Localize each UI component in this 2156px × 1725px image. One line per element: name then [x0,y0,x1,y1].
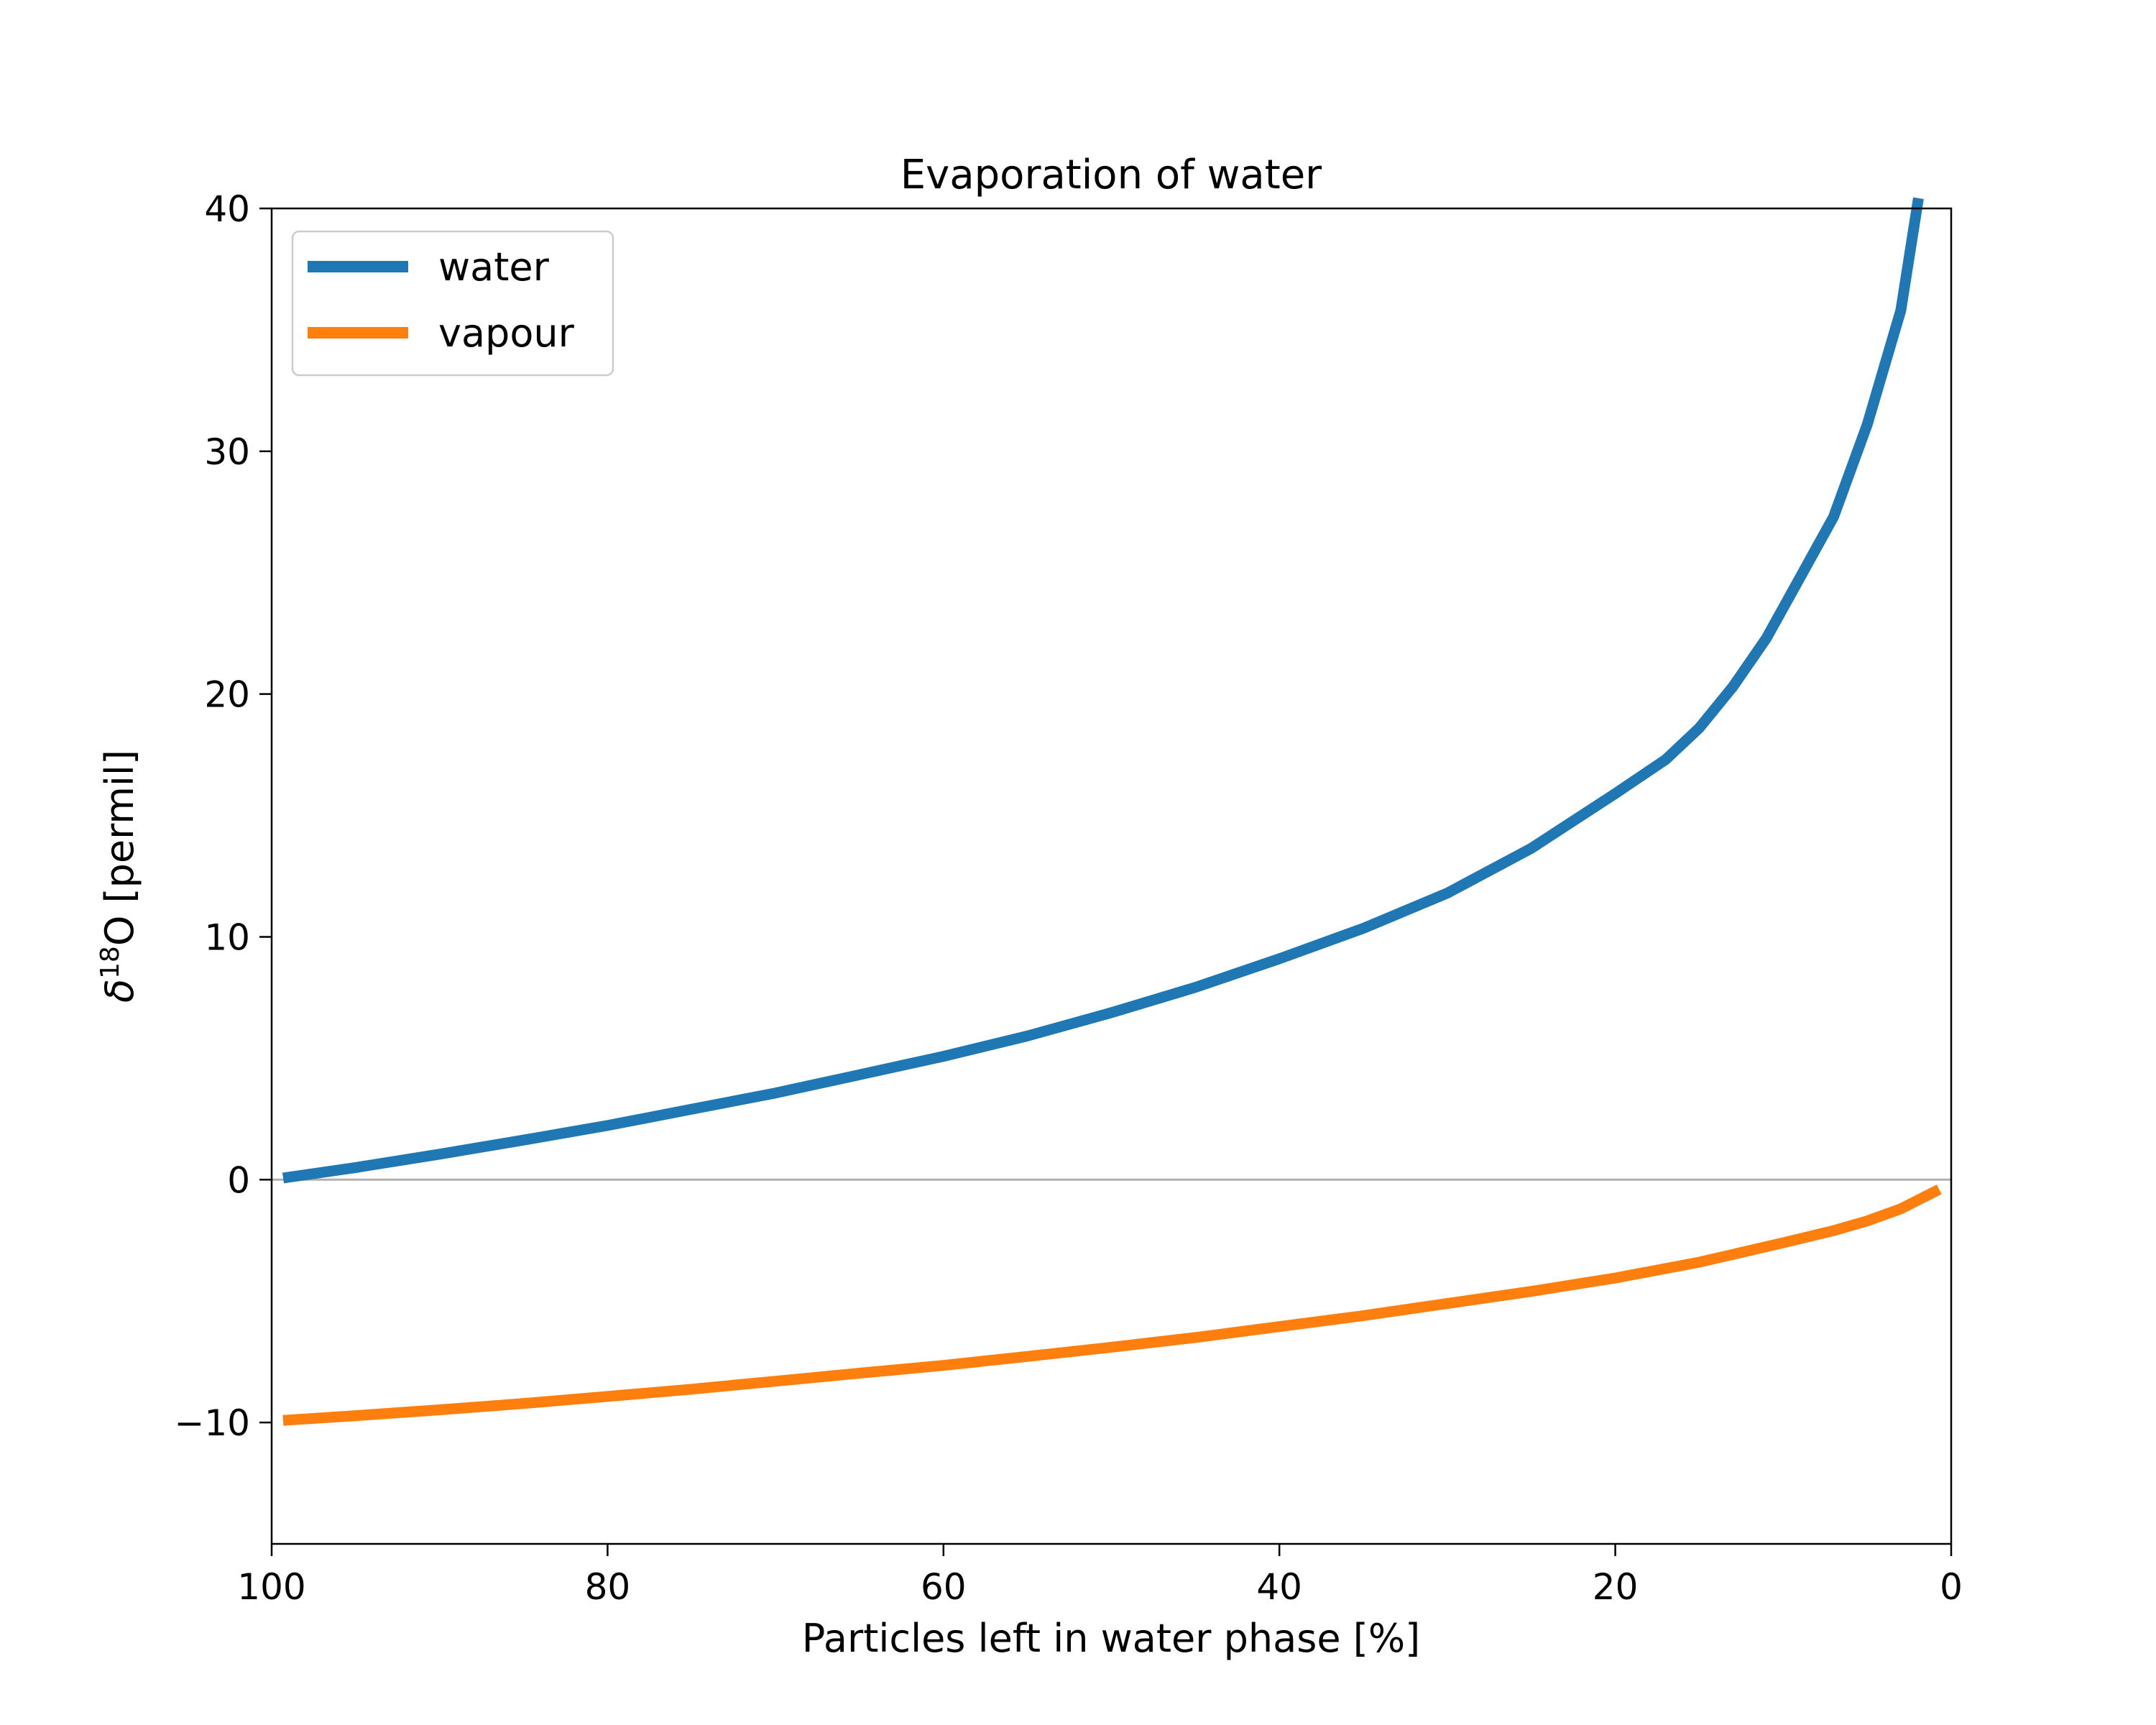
y-axis-label-superscript: 18 [96,946,125,979]
y-tick-label: −10 [174,1402,250,1444]
x-axis-label: Particles left in water phase [%] [802,1616,1420,1661]
plot-frame [270,207,1953,1545]
y-axis-label-delta: δ [97,979,142,1003]
y-tick-label: 0 [227,1159,250,1201]
y-tick-label: 10 [204,916,250,958]
x-tick-label: 20 [1593,1566,1639,1608]
y-axis: −10 0 10 20 30 40 [174,188,272,1444]
series-line-water [282,197,1924,1184]
y-axis-label-suffix: O [permil] [97,750,142,946]
y-tick-label: 30 [204,431,250,473]
legend-label-vapour: vapour [438,310,575,356]
x-tick-label: 60 [921,1566,967,1608]
legend: water vapour [291,230,614,377]
series-layer [282,197,1942,1426]
chart-title: Evaporation of water [900,152,1322,198]
x-axis: 100 80 60 40 20 0 [237,1544,1963,1608]
x-tick-label: 0 [1940,1566,1963,1608]
series-line-vapour [282,1184,1942,1426]
x-tick-label: 40 [1256,1566,1302,1608]
x-tick-label: 80 [585,1566,631,1608]
x-tick-label: 100 [237,1566,305,1608]
legend-label-water: water [438,244,550,290]
y-tick-label: 40 [204,188,250,230]
y-axis-label: δ18O [permil] [96,750,142,1003]
y-tick-label: 20 [204,674,250,716]
